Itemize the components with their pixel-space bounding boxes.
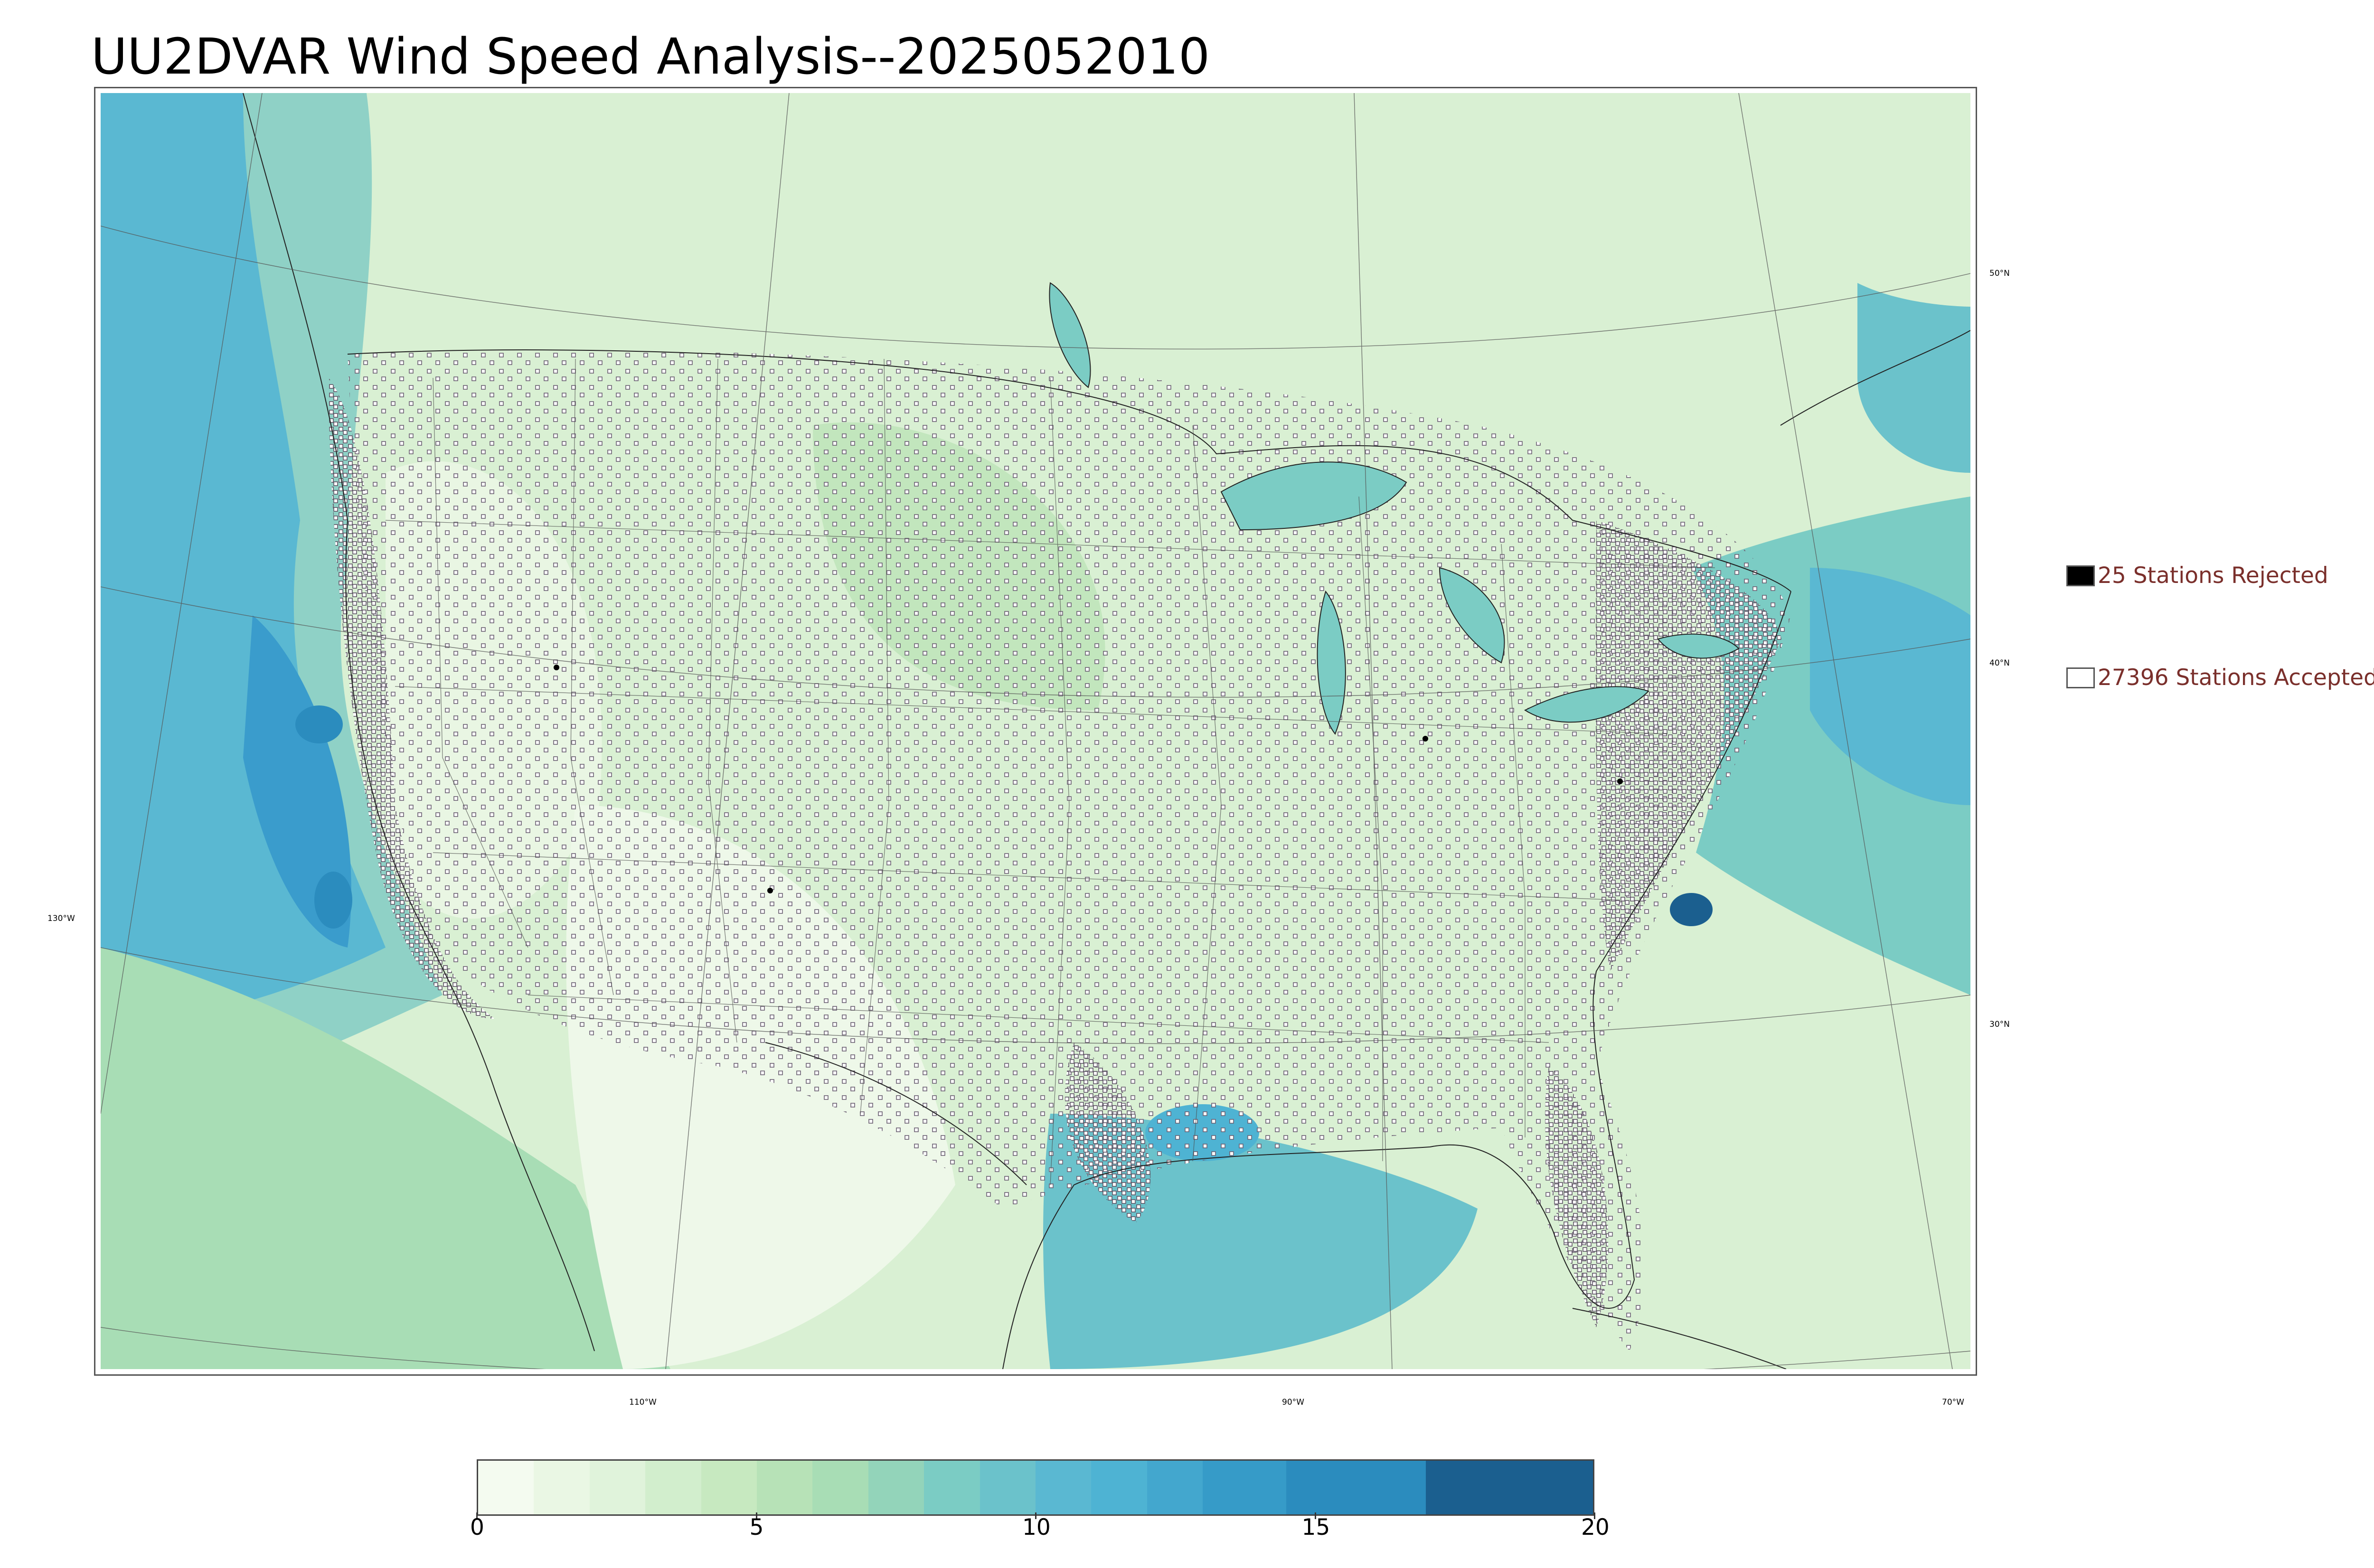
colorbar-label-5: 5 [749, 1514, 764, 1540]
lat-tick-50n: 50°N [1989, 269, 2010, 278]
legend-accepted: 27396 Stations Accepted [2066, 665, 2374, 691]
colorbar-segment-0 [478, 1461, 534, 1514]
lat-tick-40n: 40°N [1989, 658, 2010, 668]
colorbar-segment-9 [980, 1461, 1036, 1514]
map-title: UU2DVAR Wind Speed Analysis--2025052010 [91, 28, 1210, 85]
colorbar-segment-6 [812, 1461, 868, 1514]
colorbar-label-0: 0 [470, 1514, 484, 1540]
accepted-swatch [2066, 667, 2095, 688]
political-borders [385, 358, 1715, 1185]
colorbar-tick-15 [1314, 1512, 1316, 1519]
colorbar-tick-5 [755, 1512, 757, 1519]
map-outlines [243, 93, 1970, 1369]
lon-tick-70w: 70°W [1942, 1398, 1964, 1407]
lon-tick-110w: 110°W [629, 1398, 657, 1407]
colorbar-segment-2 [589, 1461, 646, 1514]
colorbar-segment-13 [1203, 1461, 1287, 1514]
colorbar-label-20: 20 [1581, 1514, 1610, 1540]
station-markers [329, 349, 1791, 1351]
colorbar-tick-10 [1035, 1512, 1036, 1519]
accepted-label: 27396 Stations Accepted [2098, 665, 2374, 691]
rejected-swatch [2066, 565, 2095, 586]
colorbar-segment-7 [868, 1461, 924, 1514]
colorbar [477, 1459, 1594, 1516]
colorbar-segment-12 [1147, 1461, 1203, 1514]
rejected-label: 25 Stations Rejected [2098, 563, 2328, 589]
colorbar-tick-20 [1594, 1512, 1595, 1519]
wind-speed-map [101, 93, 1970, 1369]
colorbar-tick-0 [476, 1512, 478, 1519]
colorbar-segment-11 [1091, 1461, 1147, 1514]
colorbar-segment-10 [1035, 1461, 1092, 1514]
colorbar-segment-3 [645, 1461, 701, 1514]
colorbar-label-15: 15 [1301, 1514, 1330, 1540]
lat-tick-30n: 30°N [1989, 1020, 2010, 1029]
colorbar-segment-1 [534, 1461, 590, 1514]
colorbar-segment-4 [701, 1461, 757, 1514]
colorbar-segment-5 [756, 1461, 813, 1514]
lon-tick-90w: 90°W [1282, 1398, 1304, 1407]
legend-rejected: 25 Stations Rejected [2066, 563, 2328, 589]
lon-tick-130w: 130°W [47, 914, 75, 923]
colorbar-segment-8 [924, 1461, 980, 1514]
colorbar-label-10: 10 [1022, 1514, 1051, 1540]
colorbar-segment-14 [1286, 1461, 1426, 1514]
graticule [101, 93, 1970, 1369]
colorbar-segment-15 [1425, 1461, 1593, 1514]
